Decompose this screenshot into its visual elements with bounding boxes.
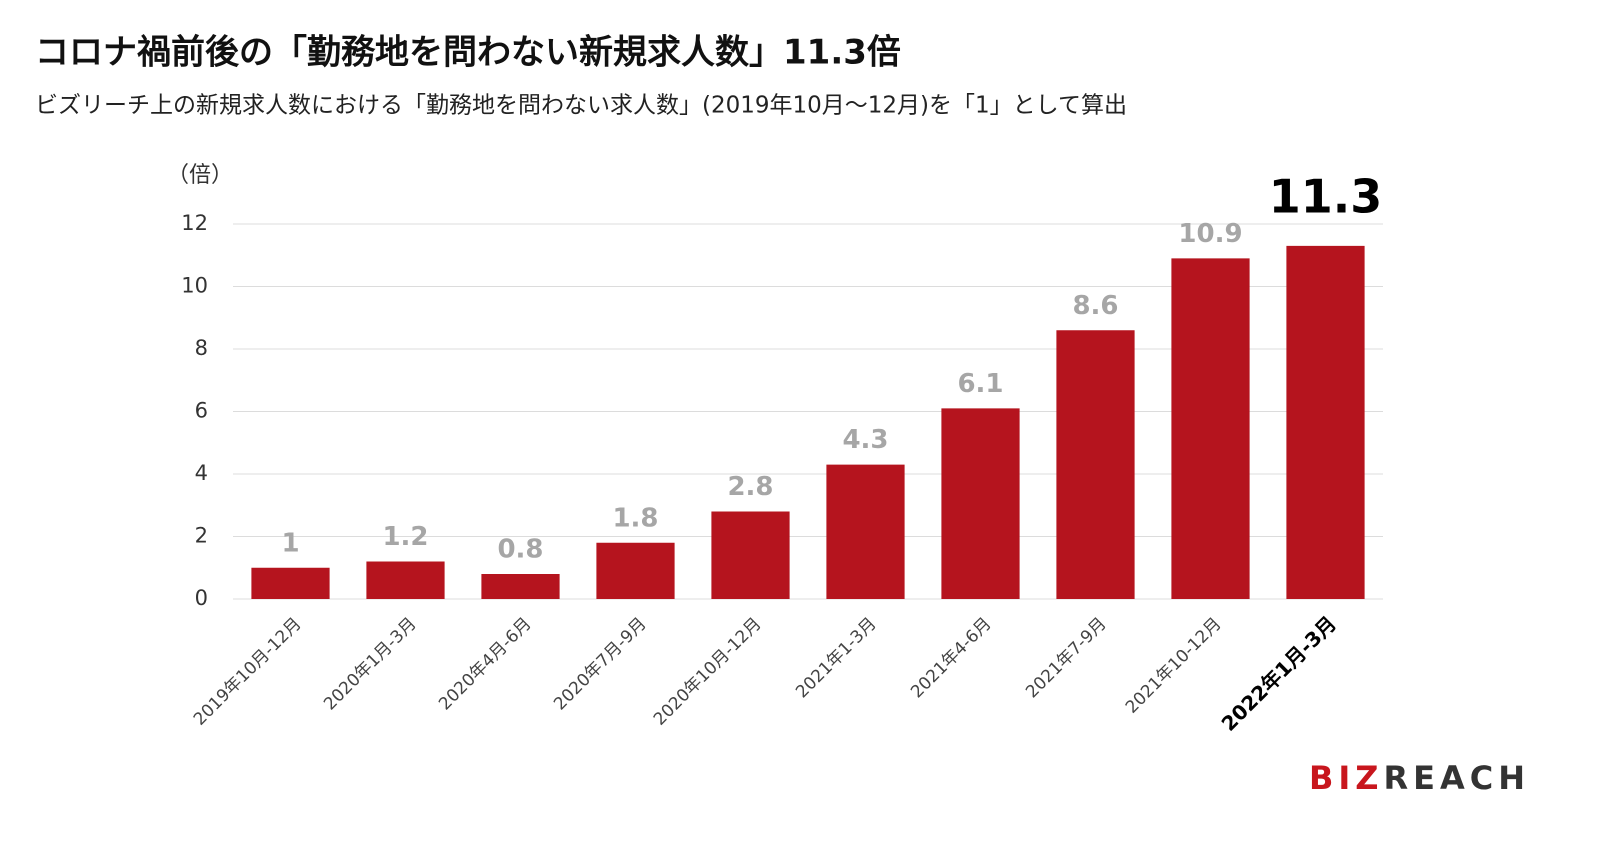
x-tick-label: 2021年1-3月: [792, 614, 880, 702]
value-label: 1.2: [382, 522, 428, 552]
y-axis-label: （倍）: [167, 163, 233, 188]
value-label: 4.3: [842, 425, 888, 455]
y-tick-label: 2: [195, 524, 208, 548]
x-tick-label: 2021年10-12月: [1122, 614, 1226, 718]
x-tick-label: 2021年4-6月: [907, 614, 995, 702]
bar: [481, 574, 560, 599]
bar: [941, 408, 1020, 599]
value-label: 6.1: [957, 369, 1003, 399]
bar: [711, 511, 790, 599]
value-label: 0.8: [497, 535, 543, 565]
bar: [826, 464, 905, 599]
chart-subtitle: ビズリーチ上の新規求人数における「勤務地を問わない求人数」(2019年10月〜1…: [35, 93, 1127, 119]
bar: [1056, 330, 1135, 599]
bar: [251, 567, 330, 599]
chart-title: コロナ禍前後の「勤務地を問わない新規求人数」11.3倍: [35, 33, 901, 73]
value-label: 1.8: [612, 503, 658, 533]
value-label: 1: [281, 528, 299, 558]
y-tick-label: 8: [195, 336, 208, 360]
bar: [366, 561, 445, 599]
value-label: 10.9: [1178, 219, 1242, 249]
x-tick-label: 2021年7-9月: [1022, 614, 1110, 702]
x-tick-label: 2020年7月-9月: [550, 614, 650, 714]
y-tick-label: 4: [195, 461, 208, 485]
y-tick-label: 6: [195, 399, 208, 423]
x-tick-label: 2022年1月-3月: [1217, 611, 1341, 735]
y-tick-label: 10: [181, 274, 208, 298]
logo-rest: REACH: [1383, 759, 1530, 797]
bar: [1171, 258, 1250, 599]
y-tick-label: 0: [195, 586, 208, 610]
value-label: 11.3: [1269, 169, 1383, 223]
bar: [1286, 245, 1365, 599]
x-tick-label: 2020年1月-3月: [320, 614, 420, 714]
x-tick-label: 2019年10月-12月: [190, 614, 306, 730]
logo-accent: BIZ: [1309, 759, 1384, 797]
bar: [596, 542, 675, 599]
y-tick-label: 12: [181, 211, 208, 235]
value-label: 2.8: [727, 472, 773, 502]
value-label: 8.6: [1072, 291, 1118, 321]
x-tick-label: 2020年10月-12月: [650, 614, 766, 730]
x-tick-label: 2020年4月-6月: [435, 614, 535, 714]
logo: BIZREACH: [1309, 759, 1530, 797]
